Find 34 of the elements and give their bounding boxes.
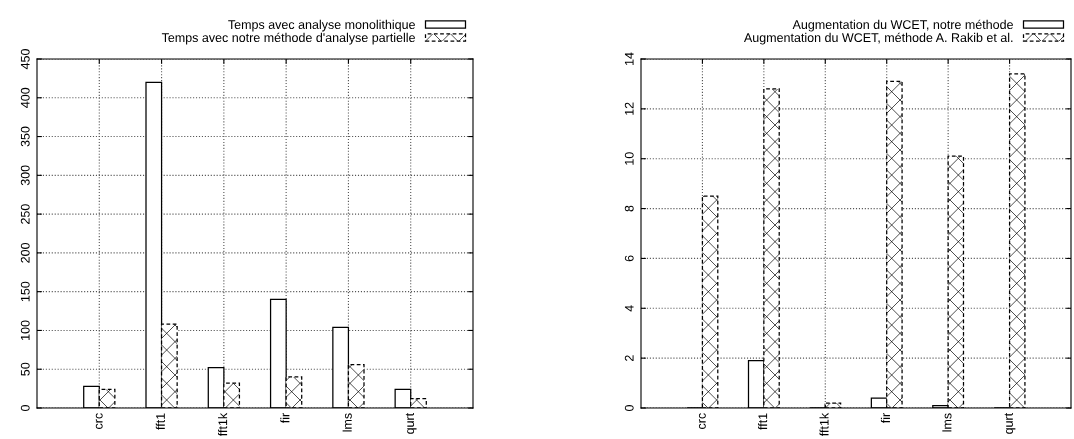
y-tick-label: 300 [20, 165, 30, 186]
y-tick-label: 8 [624, 205, 634, 212]
y-tick-label: 6 [624, 255, 634, 262]
x-tick-label: fir [880, 413, 890, 424]
y-tick-label: 100 [20, 320, 30, 340]
y-tick-label: 12 [624, 102, 634, 115]
x-tick-label: qurt [1004, 412, 1016, 434]
x-tick-label: qurt [405, 412, 417, 434]
y-tick-label: 450 [20, 49, 30, 70]
y-tick-label: 150 [20, 281, 30, 302]
legend-label: Augmentation du WCET, notre méthode [792, 19, 1013, 32]
y-tick-label: 14 [624, 52, 634, 65]
x-tick-label: fft1 [155, 413, 165, 430]
y-tick-label: 2 [624, 355, 634, 361]
x-tick-label: crc [698, 413, 706, 429]
x-tick-label: fft1k [819, 412, 829, 437]
y-tick-label: 400 [20, 87, 30, 108]
legend-label: Temps avec notre méthode d'analyse partielle [161, 32, 415, 45]
legend-label: Temps avec analyse monolithique [228, 19, 415, 32]
y-tick-label: 50 [20, 362, 30, 376]
x-tick-label: lms [942, 413, 952, 432]
y-tick-label: 0 [624, 405, 634, 411]
x-tick-label: fft1k [218, 412, 228, 437]
x-tick-label: lms [342, 413, 352, 432]
y-tick-label: 0 [20, 405, 30, 411]
y-tick-label: 200 [20, 242, 30, 263]
x-tick-label: fir [280, 413, 290, 424]
x-tick-label: fft1 [758, 413, 768, 430]
y-tick-label: 350 [20, 126, 30, 147]
legend-label: Augmentation du WCET, méthode A. Rakib et al. [743, 32, 1013, 45]
y-tick-label: 250 [20, 204, 30, 224]
x-tick-label: crc [95, 413, 103, 429]
y-tick-label: 4 [624, 305, 634, 312]
y-tick-label: 10 [624, 152, 634, 165]
